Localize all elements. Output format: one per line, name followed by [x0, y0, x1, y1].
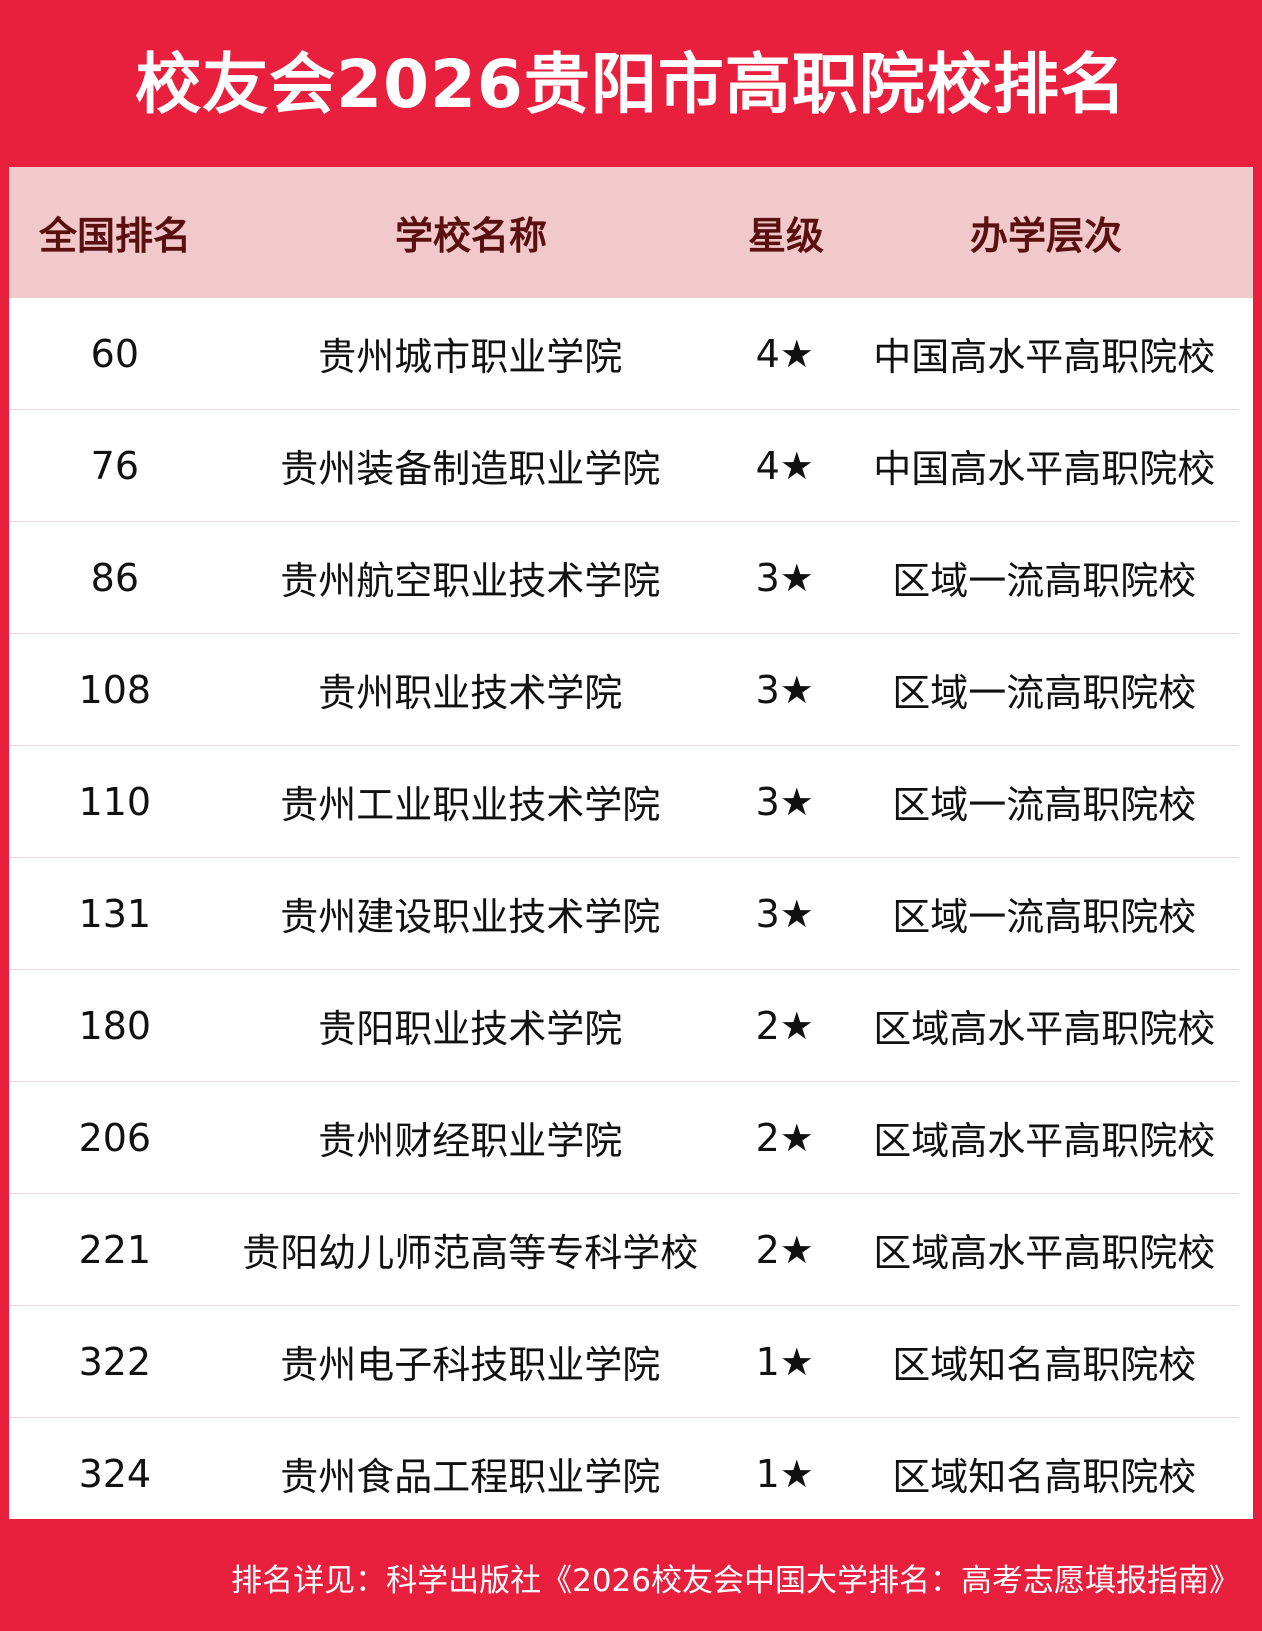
- cell-level: 区域高水平高职院校: [873, 1007, 1216, 1051]
- page-title: 校友会2026贵阳市高职院校排名: [135, 46, 1127, 123]
- cell-stars: 3★: [755, 891, 814, 936]
- cell-stars: 2★: [755, 1227, 814, 1272]
- cell-school-name: 贵州城市职业学院: [318, 335, 623, 379]
- cell-school-name: 贵州工业职业技术学院: [280, 783, 661, 827]
- table-row: 180 贵阳职业技术学院 2★ 区域高水平高职院校: [9, 970, 1239, 1082]
- cell-level: 区域一流高职院校: [892, 559, 1197, 603]
- cell-level: 区域一流高职院校: [892, 671, 1197, 715]
- table-row: 60 贵州城市职业学院 4★ 中国高水平高职院校: [9, 298, 1239, 410]
- cell-rank: 180: [78, 1003, 152, 1048]
- cell-rank: 324: [78, 1451, 152, 1496]
- cell-rank: 131: [78, 891, 152, 936]
- table-row: 86 贵州航空职业技术学院 3★ 区域一流高职院校: [9, 522, 1239, 634]
- cell-stars: 3★: [755, 555, 814, 600]
- cell-rank: 322: [78, 1339, 152, 1384]
- cell-school-name: 贵州航空职业技术学院: [280, 559, 661, 603]
- table-row: 206 贵州财经职业学院 2★ 区域高水平高职院校: [9, 1082, 1239, 1194]
- cell-level: 中国高水平高职院校: [873, 447, 1216, 491]
- cell-school-name: 贵州装备制造职业学院: [280, 447, 661, 491]
- cell-school-name: 贵阳幼儿师范高等专科学校: [242, 1231, 699, 1275]
- cell-stars: 3★: [755, 667, 814, 712]
- cell-rank: 76: [90, 443, 139, 488]
- cell-rank: 60: [90, 331, 139, 376]
- cell-rank: 206: [78, 1115, 152, 1160]
- header-rank: 全国排名: [38, 214, 191, 258]
- cell-rank: 86: [90, 555, 139, 600]
- table-row: 324 贵州食品工程职业学院 1★ 区域知名高职院校: [9, 1418, 1239, 1529]
- cell-stars: 1★: [755, 1339, 814, 1384]
- cell-rank: 221: [78, 1227, 152, 1272]
- cell-rank: 110: [78, 779, 152, 824]
- cell-level: 区域高水平高职院校: [873, 1119, 1216, 1163]
- header-school: 学校名称: [394, 214, 547, 258]
- cell-level: 区域知名高职院校: [892, 1343, 1197, 1387]
- cell-school-name: 贵州电子科技职业学院: [280, 1343, 661, 1387]
- cell-level: 区域高水平高职院校: [873, 1231, 1216, 1275]
- cell-stars: 1★: [755, 1451, 814, 1496]
- table-row: 131 贵州建设职业技术学院 3★ 区域一流高职院校: [9, 858, 1239, 970]
- cell-stars: 4★: [755, 443, 814, 488]
- cell-rank: 108: [78, 667, 152, 712]
- header-stars: 星级: [747, 214, 824, 258]
- table-row: 322 贵州电子科技职业学院 1★ 区域知名高职院校: [9, 1306, 1239, 1418]
- cell-school-name: 贵阳职业技术学院: [318, 1007, 623, 1051]
- table-row: 221 贵阳幼儿师范高等专科学校 2★ 区域高水平高职院校: [9, 1194, 1239, 1306]
- cell-school-name: 贵州食品工程职业学院: [280, 1455, 661, 1499]
- cell-school-name: 贵州建设职业技术学院: [280, 895, 661, 939]
- source-note: 排名详见：科学出版社《2026校友会中国大学排名：高考志愿填报指南》: [231, 1563, 1240, 1599]
- table-header: 全国排名 学校名称 星级 办学层次: [9, 167, 1253, 298]
- cell-school-name: 贵州职业技术学院: [318, 671, 623, 715]
- table-row: 76 贵州装备制造职业学院 4★ 中国高水平高职院校: [9, 410, 1239, 522]
- cell-stars: 4★: [755, 331, 814, 376]
- cell-stars: 2★: [755, 1115, 814, 1160]
- cell-school-name: 贵州财经职业学院: [318, 1119, 623, 1163]
- cell-level: 区域一流高职院校: [892, 783, 1197, 827]
- cell-level: 中国高水平高职院校: [873, 335, 1216, 379]
- cell-level: 区域一流高职院校: [892, 895, 1197, 939]
- cell-level: 区域知名高职院校: [892, 1455, 1197, 1499]
- table-row: 110 贵州工业职业技术学院 3★ 区域一流高职院校: [9, 746, 1239, 858]
- cell-stars: 3★: [755, 779, 814, 824]
- table-row: 108 贵州职业技术学院 3★ 区域一流高职院校: [9, 634, 1239, 746]
- header-level: 办学层次: [969, 214, 1122, 258]
- ranking-table: 全国排名 学校名称 星级 办学层次 60 贵州城市职业学院 4★ 中国高水平高职院校 7…: [9, 167, 1253, 1519]
- cell-stars: 2★: [755, 1003, 814, 1048]
